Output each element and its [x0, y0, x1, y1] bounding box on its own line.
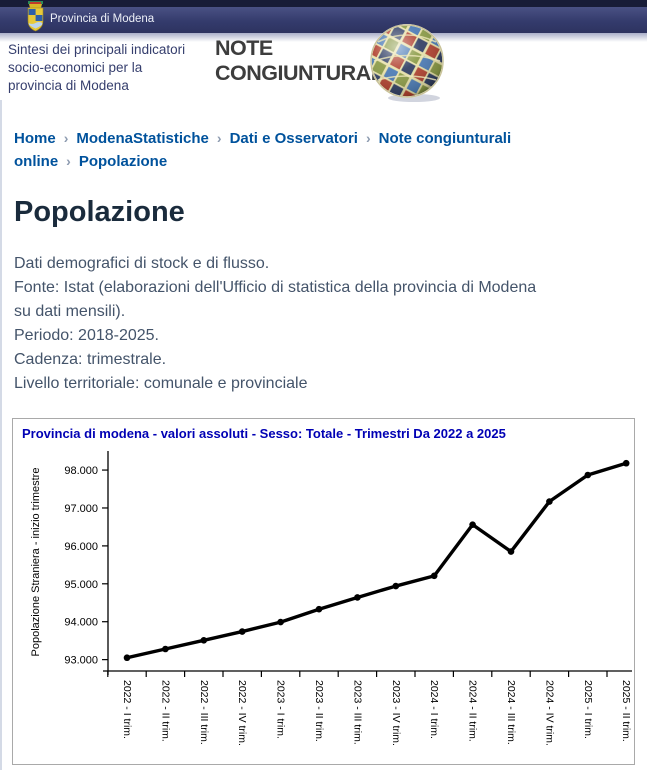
x-tick-label: 2022 - II trim. [159, 680, 171, 742]
x-tick-label: 2024 - III trim. [505, 680, 517, 745]
series-line [125, 461, 628, 660]
y-tick-label: 96.000 [64, 541, 98, 553]
data-point-marker [354, 594, 361, 601]
breadcrumb: Home › ModenaStatistiche › Dati e Osservator… [14, 127, 628, 173]
x-tick-label: 2022 - IV trim. [236, 680, 248, 746]
site-title: NOTE CONGIUNTURALI [215, 36, 389, 87]
site-title-line2: CONGIUNTURALI [215, 61, 389, 86]
x-tick-label: 2025 - I trim. [582, 680, 594, 739]
x-tick-label: 2024 - I trim. [428, 680, 440, 739]
data-point-marker [277, 618, 284, 626]
x-tick-label: 2024 - IV trim. [543, 680, 555, 746]
header-top-strip [0, 0, 647, 7]
x-tick-label: 2023 - III trim. [351, 680, 363, 745]
y-tick-label: 93.000 [64, 655, 98, 667]
breadcrumb-item-dati-e-osservatori[interactable]: Dati e Osservatori [229, 130, 358, 147]
data-point-marker [546, 498, 553, 505]
page-left-edge-strip [0, 100, 2, 770]
photo-mosaic-globe-icon [370, 24, 444, 102]
x-tick-label: 2023 - I trim. [275, 680, 287, 739]
x-tick-label: 2023 - II trim. [313, 680, 325, 742]
chart-axes [103, 451, 632, 675]
breadcrumb-item-popolazione: Popolazione [78, 153, 168, 170]
y-tick-label: 98.000 [64, 465, 98, 477]
breadcrumb-item-note-congiunturali-online[interactable]: Note congiunturali online [14, 130, 512, 170]
breadcrumb-item-modenastatistiche[interactable]: ModenaStatistiche [76, 130, 209, 147]
data-point-marker [162, 645, 169, 653]
chart-panel: Provincia di modena - valori assoluti - … [12, 418, 635, 765]
data-point-marker [238, 628, 246, 635]
y-tick-label: 94.000 [64, 617, 98, 629]
header-band-fade [0, 33, 647, 42]
brand-label[interactable]: Provincia di Modena [50, 13, 155, 25]
data-point-marker [622, 459, 630, 467]
breadcrumb-separator: › [66, 153, 71, 169]
x-tick-label: 2023 - IV trim. [390, 680, 402, 746]
provincia-di-modena-crest-icon [27, 1, 44, 32]
y-axis-title: Popolazione Straniera - inizio trimestre [30, 468, 42, 657]
site-title-line1: NOTE [215, 36, 273, 60]
y-tick-label: 97.000 [64, 503, 98, 515]
data-point-marker [123, 654, 131, 662]
chart-title: Provincia di modena - valori assoluti - … [22, 426, 506, 441]
breadcrumb-separator: › [365, 130, 371, 146]
x-tick-label: 2022 - III trim. [198, 680, 210, 745]
x-tick-label: 2024 - II trim. [467, 680, 479, 742]
breadcrumb-item-home[interactable]: Home [14, 130, 56, 147]
data-point-marker [584, 471, 592, 479]
header-tagline: Sintesi dei principali indicatori socio-… [8, 42, 186, 93]
x-tick-label: 2022 - I trim. [121, 680, 133, 739]
data-point-marker [392, 582, 400, 590]
data-point-marker [315, 605, 323, 613]
page-description: Dati demografici di stock e di flusso. F… [14, 255, 537, 392]
breadcrumb-separator: › [216, 130, 222, 146]
y-tick-label: 95.000 [64, 579, 98, 591]
breadcrumb-separator: › [63, 130, 69, 146]
x-axis-ticks [107, 671, 608, 677]
population-line-chart: 93.000 94.000 95.000 96.000 97.000 98.000 2022… [30, 451, 632, 746]
x-tick-label: 2025 - II trim. [620, 680, 632, 742]
y-axis-ticks: 93.000 94.000 95.000 96.000 97.000 98.000 [64, 465, 108, 667]
series-markers [123, 459, 630, 662]
x-axis-labels: 2022 - I trim. 2022 - II trim. 2022 - III … [121, 680, 632, 746]
data-point-marker [469, 521, 476, 528]
header-navy-band [0, 7, 647, 33]
data-point-marker [430, 572, 438, 580]
data-point-marker [200, 636, 208, 644]
page-title: Popolazione [14, 196, 185, 228]
data-point-marker [507, 548, 515, 555]
